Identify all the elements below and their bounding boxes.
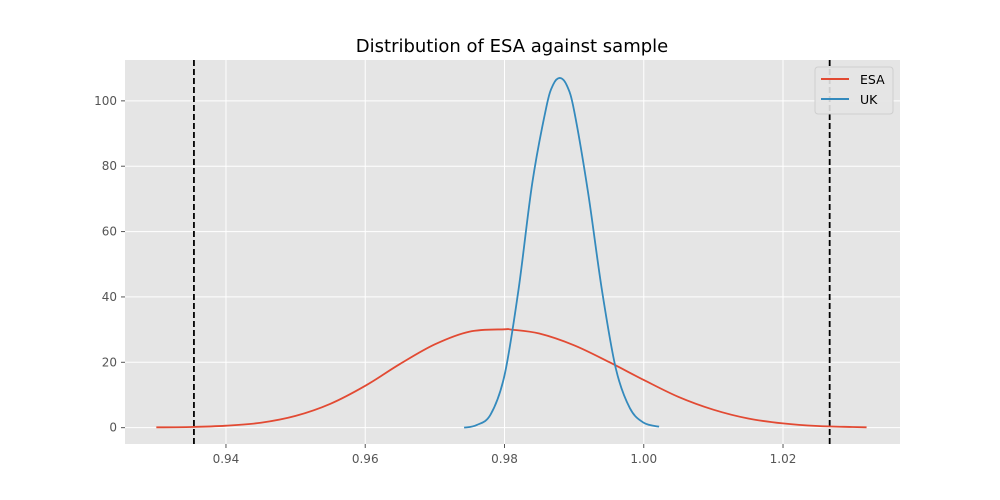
x-tick-label: 0.94 <box>213 452 240 466</box>
legend: ESA UK <box>814 66 894 115</box>
x-tick-label: 0.96 <box>352 452 379 466</box>
y-tick-label: 40 <box>102 290 117 304</box>
series-line-uk <box>463 77 660 429</box>
chart-title: Distribution of ESA against sample <box>356 36 668 57</box>
reference-lines <box>193 60 831 444</box>
x-tick-label: 1.00 <box>630 452 657 466</box>
x-axis: 0.94 0.96 0.98 1.00 1.02 <box>213 444 797 466</box>
y-tick-label: 0 <box>109 421 117 435</box>
x-tick-label: 1.02 <box>770 452 797 466</box>
y-tick-label: 60 <box>102 225 117 239</box>
plot-background <box>125 60 900 444</box>
y-axis: 0 20 40 60 80 100 <box>94 94 125 435</box>
y-tick-label: 100 <box>94 94 117 108</box>
legend-label-esa: ESA <box>860 72 885 87</box>
series-layer <box>156 77 867 429</box>
grid <box>125 60 900 444</box>
y-tick-label: 80 <box>102 159 117 173</box>
x-tick-label: 0.98 <box>491 452 518 466</box>
series-line-esa <box>156 328 867 429</box>
legend-label-uk: UK <box>860 92 878 107</box>
y-tick-label: 20 <box>102 355 117 369</box>
